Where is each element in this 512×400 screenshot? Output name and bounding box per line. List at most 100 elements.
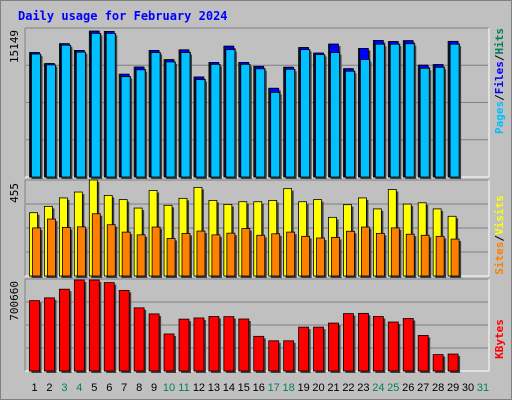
day-label: 28 bbox=[432, 382, 444, 394]
pages-bar bbox=[389, 43, 400, 178]
panel-sites-visits bbox=[24, 179, 490, 278]
day-label: 10 bbox=[163, 382, 175, 394]
y-max-label: 700660 bbox=[8, 281, 21, 321]
sites-bar bbox=[136, 234, 146, 277]
kbytes-bar bbox=[387, 321, 399, 372]
pages-bar bbox=[61, 44, 71, 178]
pages-bar bbox=[75, 51, 86, 178]
pages-bar bbox=[345, 70, 355, 178]
day-label: 13 bbox=[208, 382, 220, 394]
kbytes-bar bbox=[253, 335, 265, 372]
pages-bar bbox=[359, 59, 370, 178]
day-label: 30 bbox=[462, 382, 474, 394]
day-label: 19 bbox=[297, 382, 309, 394]
day-label: 24 bbox=[372, 382, 384, 394]
day-label: 4 bbox=[76, 382, 82, 394]
kbytes-bar bbox=[268, 340, 280, 372]
kbytes-bar bbox=[283, 340, 295, 372]
pages-bar bbox=[46, 64, 56, 178]
kbytes-bar bbox=[208, 316, 220, 372]
pages-bar bbox=[449, 43, 460, 178]
day-label: 23 bbox=[357, 382, 369, 394]
day-label: 16 bbox=[253, 382, 265, 394]
kbytes-bar bbox=[223, 316, 235, 372]
pages-bar bbox=[255, 68, 266, 178]
pages-bar bbox=[300, 49, 311, 178]
pages-bar bbox=[210, 63, 221, 178]
sites-bar bbox=[271, 233, 281, 277]
day-label: 21 bbox=[327, 382, 339, 394]
day-label: 7 bbox=[121, 382, 127, 394]
pages-bar bbox=[434, 66, 445, 178]
day-label: 11 bbox=[178, 382, 189, 394]
sites-bar bbox=[62, 227, 71, 277]
legend-files: Files bbox=[493, 61, 506, 94]
sites-bar bbox=[121, 231, 131, 277]
day-label: 1 bbox=[31, 382, 37, 394]
kbytes-bar bbox=[313, 326, 324, 372]
series-legend: Sites/Visits bbox=[493, 195, 506, 275]
series-legend: KBytes bbox=[493, 319, 506, 359]
sites-bar bbox=[256, 234, 266, 277]
kbytes-bar bbox=[88, 279, 100, 372]
sites-bar bbox=[450, 238, 460, 277]
kbytes-bar bbox=[432, 354, 444, 372]
legend-visits: Visits bbox=[493, 195, 506, 235]
pages-bar bbox=[225, 49, 236, 178]
pages-bar bbox=[90, 32, 101, 178]
kbytes-bar bbox=[148, 313, 160, 372]
sites-bar bbox=[286, 231, 296, 277]
kbytes-bar bbox=[118, 289, 130, 372]
legend-hits: Hits bbox=[493, 28, 506, 55]
pages-bar bbox=[180, 52, 191, 178]
sites-bar bbox=[435, 235, 445, 277]
sites-bar bbox=[390, 227, 400, 277]
sites-bar bbox=[47, 218, 56, 277]
panel-kbytes bbox=[24, 278, 490, 373]
sites-bar bbox=[226, 232, 236, 277]
day-label: 15 bbox=[238, 382, 250, 394]
sites-bar bbox=[166, 238, 176, 277]
sites-bar bbox=[32, 227, 41, 277]
day-label: 27 bbox=[417, 382, 429, 394]
legend-separator: / bbox=[493, 54, 506, 61]
sites-bar bbox=[196, 230, 206, 277]
pages-bar bbox=[120, 76, 131, 178]
sites-bar bbox=[211, 234, 221, 277]
kbytes-bar bbox=[44, 297, 55, 372]
kbytes-bar bbox=[238, 318, 250, 372]
sites-bar bbox=[181, 232, 191, 277]
chart-title: Daily usage for February 2024 bbox=[18, 9, 228, 23]
sites-bar bbox=[106, 224, 116, 277]
y-max-label: 455 bbox=[8, 183, 21, 203]
day-label: 3 bbox=[61, 382, 67, 394]
legend-pages: Pages bbox=[493, 101, 506, 134]
legend-separator: / bbox=[493, 235, 506, 242]
kbytes-bar bbox=[73, 279, 85, 372]
day-label: 20 bbox=[312, 382, 324, 394]
pages-bar bbox=[165, 61, 176, 178]
day-label: 31 bbox=[477, 382, 489, 394]
day-label: 5 bbox=[91, 382, 97, 394]
sites-bar bbox=[301, 235, 311, 277]
legend-kbytes: KBytes bbox=[493, 319, 506, 359]
pages-bar bbox=[31, 53, 41, 178]
sites-bar bbox=[331, 236, 340, 277]
sites-bar bbox=[405, 233, 415, 277]
sites-bar bbox=[346, 230, 355, 277]
kbytes-bar bbox=[298, 326, 310, 372]
sites-bar bbox=[76, 226, 86, 277]
pages-bar bbox=[404, 43, 415, 178]
kbytes-bar bbox=[417, 335, 429, 372]
kbytes-bar bbox=[447, 353, 459, 372]
sites-bar bbox=[151, 226, 161, 277]
sites-bar bbox=[316, 237, 325, 277]
day-label: 8 bbox=[136, 382, 142, 394]
pages-bar bbox=[240, 63, 251, 178]
day-label: 25 bbox=[387, 382, 399, 394]
pages-bar bbox=[270, 92, 281, 178]
day-label: 6 bbox=[106, 382, 112, 394]
kbytes-bar bbox=[59, 288, 70, 372]
legend-separator: / bbox=[493, 94, 506, 101]
